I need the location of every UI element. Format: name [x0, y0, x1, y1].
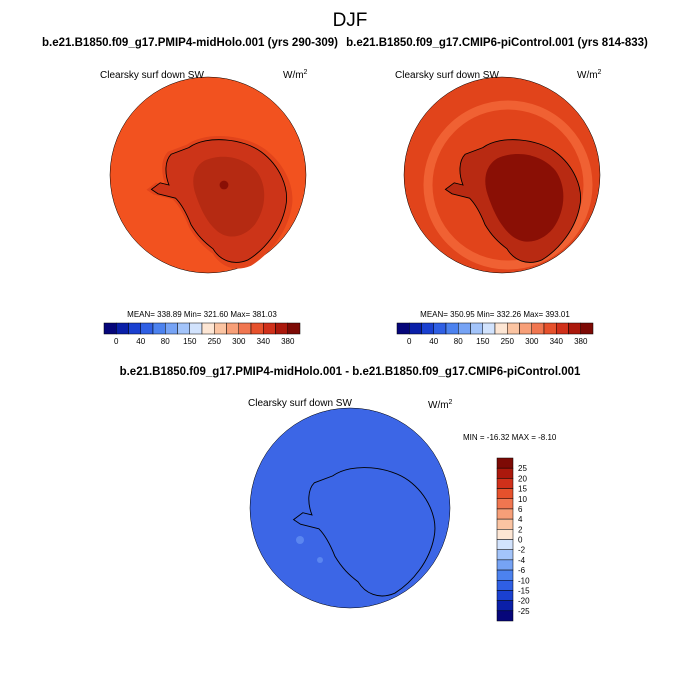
field-name: Clearsky surf down SW [395, 70, 499, 81]
colorbar-label: 340 [550, 337, 564, 346]
colorbar-box [116, 322, 129, 335]
colorbar-box [396, 322, 410, 335]
colorbar-label: 6 [518, 505, 523, 514]
units-superscript: 2 [304, 69, 308, 76]
colorbar-box [496, 600, 514, 612]
colorbar-box [214, 322, 227, 335]
map-right [403, 76, 601, 274]
colorbar-label: 250 [208, 337, 222, 346]
colorbar-box [275, 322, 288, 335]
panel-title: b.e21.B1850.f09_g17.PMIP4-midHolo.001 (y… [42, 37, 338, 49]
units: W/m2 [428, 399, 453, 411]
colorbar-box [496, 467, 514, 479]
colorbar-box [496, 488, 514, 499]
colorbar-box [496, 529, 514, 540]
colorbar-label: -4 [518, 556, 526, 565]
colorbar-box [128, 322, 141, 335]
colorbar-box [226, 322, 239, 335]
colorbar-box [140, 322, 154, 335]
colorbar-box [496, 549, 514, 561]
colorbar-box [507, 322, 520, 335]
colorbar-label: 150 [183, 337, 197, 346]
colorbar-box [496, 508, 514, 520]
colorbar-box [201, 322, 215, 335]
colorbar-label: 150 [476, 337, 490, 346]
colorbar-label: 0 [114, 337, 119, 346]
colorbar-box [496, 559, 514, 571]
colorbar-label: 80 [454, 337, 463, 346]
colorbar-box [496, 457, 514, 469]
colorbar-label: 2 [518, 525, 523, 534]
colorbar-box [496, 569, 514, 581]
colorbar-box [152, 322, 166, 335]
colorbar-box [189, 322, 203, 335]
colorbar-box [433, 322, 447, 335]
field-name: Clearsky surf down SW [100, 70, 204, 81]
colorbar-box [531, 322, 545, 335]
colorbar-label: 380 [281, 337, 295, 346]
units: W/m2 [283, 69, 308, 81]
colorbar-box [445, 322, 459, 335]
stats: MEAN= 350.95 Min= 332.26 Max= 393.01 [420, 310, 570, 319]
colorbar-label: 380 [574, 337, 588, 346]
colorbar-box [519, 322, 532, 335]
colorbar-label: 300 [232, 337, 246, 346]
colorbar-box [103, 322, 117, 335]
colorbar-box [494, 322, 508, 335]
colorbar-label: 40 [136, 337, 145, 346]
colorbar-box [568, 322, 581, 335]
colorbar-label: -20 [518, 597, 530, 606]
colorbar-label: -15 [518, 586, 530, 595]
colorbar-label: 4 [518, 515, 523, 524]
difference-title: b.e21.B1850.f09_g17.PMIP4-midHolo.001 - … [120, 366, 581, 378]
colorbar-label: 250 [501, 337, 515, 346]
colorbar-box [165, 322, 178, 335]
colorbar-box [263, 322, 276, 335]
units-superscript: 2 [598, 69, 602, 76]
colorbar-box [496, 539, 514, 550]
colorbar-label: 25 [518, 464, 527, 473]
colorbar-box [177, 322, 190, 335]
colorbar-box [482, 322, 496, 335]
colorbar-box [496, 580, 514, 591]
stats: MIN = -16.32 MAX = -8.10 [463, 433, 557, 442]
field-name: Clearsky surf down SW [248, 398, 352, 409]
colorbar-box [496, 498, 514, 510]
colorbar-label: 0 [407, 337, 412, 346]
colorbar-box [543, 322, 557, 335]
colorbar-box [421, 322, 434, 335]
colorbar-label: -25 [518, 607, 530, 616]
colorbar-box [496, 610, 514, 622]
units: W/m2 [577, 69, 602, 81]
colorbar-label: 80 [161, 337, 170, 346]
colorbar-label: -6 [518, 566, 526, 575]
map-difference [249, 407, 451, 609]
colorbar-label: 40 [429, 337, 438, 346]
units-superscript: 2 [449, 399, 453, 406]
colorbar-label: -2 [518, 546, 526, 555]
colorbar-box [409, 322, 422, 335]
colorbar-box [287, 322, 301, 335]
colorbar-label: 10 [518, 495, 527, 504]
colorbar-box [458, 322, 471, 335]
colorbar-label: 300 [525, 337, 539, 346]
figure-title: DJF [333, 10, 368, 31]
colorbar-label: 15 [518, 485, 527, 494]
colorbar-box [556, 322, 569, 335]
colorbar-label: -10 [518, 576, 530, 585]
colorbar-label: 340 [257, 337, 271, 346]
colorbar-label: 20 [518, 474, 527, 483]
colorbar-box [580, 322, 594, 335]
colorbar-label: 0 [518, 536, 523, 545]
colorbar-box [496, 478, 514, 489]
colorbar-box [470, 322, 483, 335]
map-left [109, 76, 307, 274]
colorbar-box [238, 322, 252, 335]
colorbar-box [496, 590, 514, 601]
colorbar-box [250, 322, 264, 335]
stats: MEAN= 338.89 Min= 321.60 Max= 381.03 [127, 310, 277, 319]
panel-title: b.e21.B1850.f09_g17.CMIP6-piControl.001 … [346, 37, 648, 49]
colorbar-box [496, 518, 514, 530]
